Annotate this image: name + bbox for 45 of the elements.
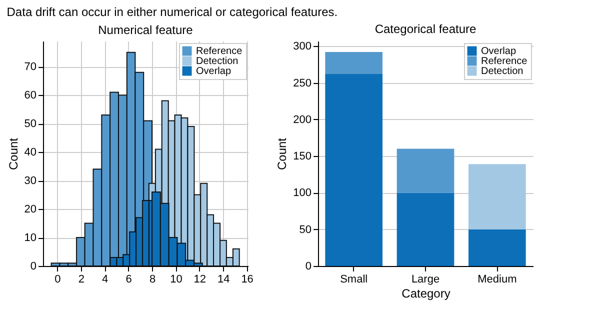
y-axis-title: Count: [6, 137, 20, 170]
x-tick-label: 6: [126, 274, 132, 286]
y-tick-label: 40: [24, 146, 36, 159]
legend-label: Overlap: [196, 66, 232, 77]
y-tick-label: 70: [24, 61, 36, 74]
x-tick-label: 16: [241, 274, 254, 286]
y-tick-label: 10: [24, 232, 36, 244]
bar: [468, 164, 526, 230]
x-tick-label: Large: [411, 274, 440, 286]
y-tick-label: 60: [24, 90, 36, 102]
y-tick-label: 30: [24, 175, 36, 188]
x-tick-label: 10: [170, 274, 182, 286]
text: Data drift can occur in either numerical or categorical features.: [6, 5, 338, 20]
y-tick-label: 50: [24, 118, 36, 130]
x-tick-label: 12: [194, 274, 206, 286]
y-tick-label: 50: [299, 224, 312, 236]
legend-label: Detection: [196, 56, 238, 67]
y-axis-title: Count: [275, 137, 290, 170]
chart-title: Numerical feature: [98, 23, 194, 37]
x-axis-title: Category: [402, 286, 450, 300]
x-tick-label: 0: [54, 274, 61, 286]
y-tick-label: 20: [24, 204, 36, 216]
legend-label: Reference: [196, 46, 243, 57]
y-tick-label: 100: [293, 187, 312, 200]
bar: [325, 52, 382, 74]
bar: [396, 148, 454, 193]
y-tick-label: 250: [293, 77, 312, 90]
legend-label: Overlap: [481, 46, 516, 57]
x-tick-label: 8: [149, 274, 156, 286]
x-tick-label: 4: [102, 274, 108, 286]
legend-label: Reference: [481, 56, 528, 67]
y-tick-label: 200: [293, 114, 312, 126]
legend-label: Detection: [481, 66, 524, 77]
x-tick-label: Medium: [478, 274, 517, 286]
x-tick-label: 14: [217, 274, 230, 286]
y-tick-label: 0: [305, 260, 312, 272]
x-tick-label: 2: [78, 274, 84, 286]
bar: [325, 74, 382, 266]
chart-title: Categorical feature: [374, 22, 477, 36]
y-tick-label: 150: [293, 150, 312, 163]
y-tick-label: 300: [293, 40, 312, 53]
bar: [396, 192, 454, 266]
y-tick-label: 0: [30, 260, 36, 272]
x-tick-label: Small: [340, 274, 368, 286]
bar: [468, 229, 526, 266]
